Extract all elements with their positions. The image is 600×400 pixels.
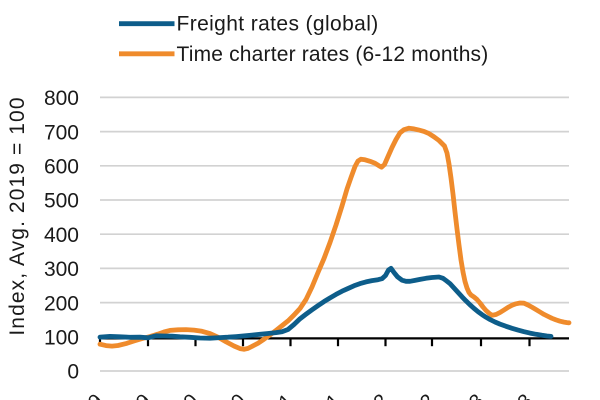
svg-text:Time charter rates (6-12 month: Time charter rates (6-12 months) xyxy=(177,43,489,66)
svg-text:300: 300 xyxy=(44,258,79,281)
svg-text:Index, Avg. 2019 = 100: Index, Avg. 2019 = 100 xyxy=(6,96,29,335)
svg-text:800: 800 xyxy=(44,87,79,110)
svg-text:500: 500 xyxy=(44,190,79,213)
svg-text:600: 600 xyxy=(44,156,79,179)
svg-text:100: 100 xyxy=(44,327,79,350)
svg-text:Freight rates (global): Freight rates (global) xyxy=(177,13,379,36)
svg-text:400: 400 xyxy=(44,224,79,247)
svg-text:0: 0 xyxy=(67,361,79,384)
svg-text:200: 200 xyxy=(44,292,79,315)
svg-text:700: 700 xyxy=(44,121,79,144)
